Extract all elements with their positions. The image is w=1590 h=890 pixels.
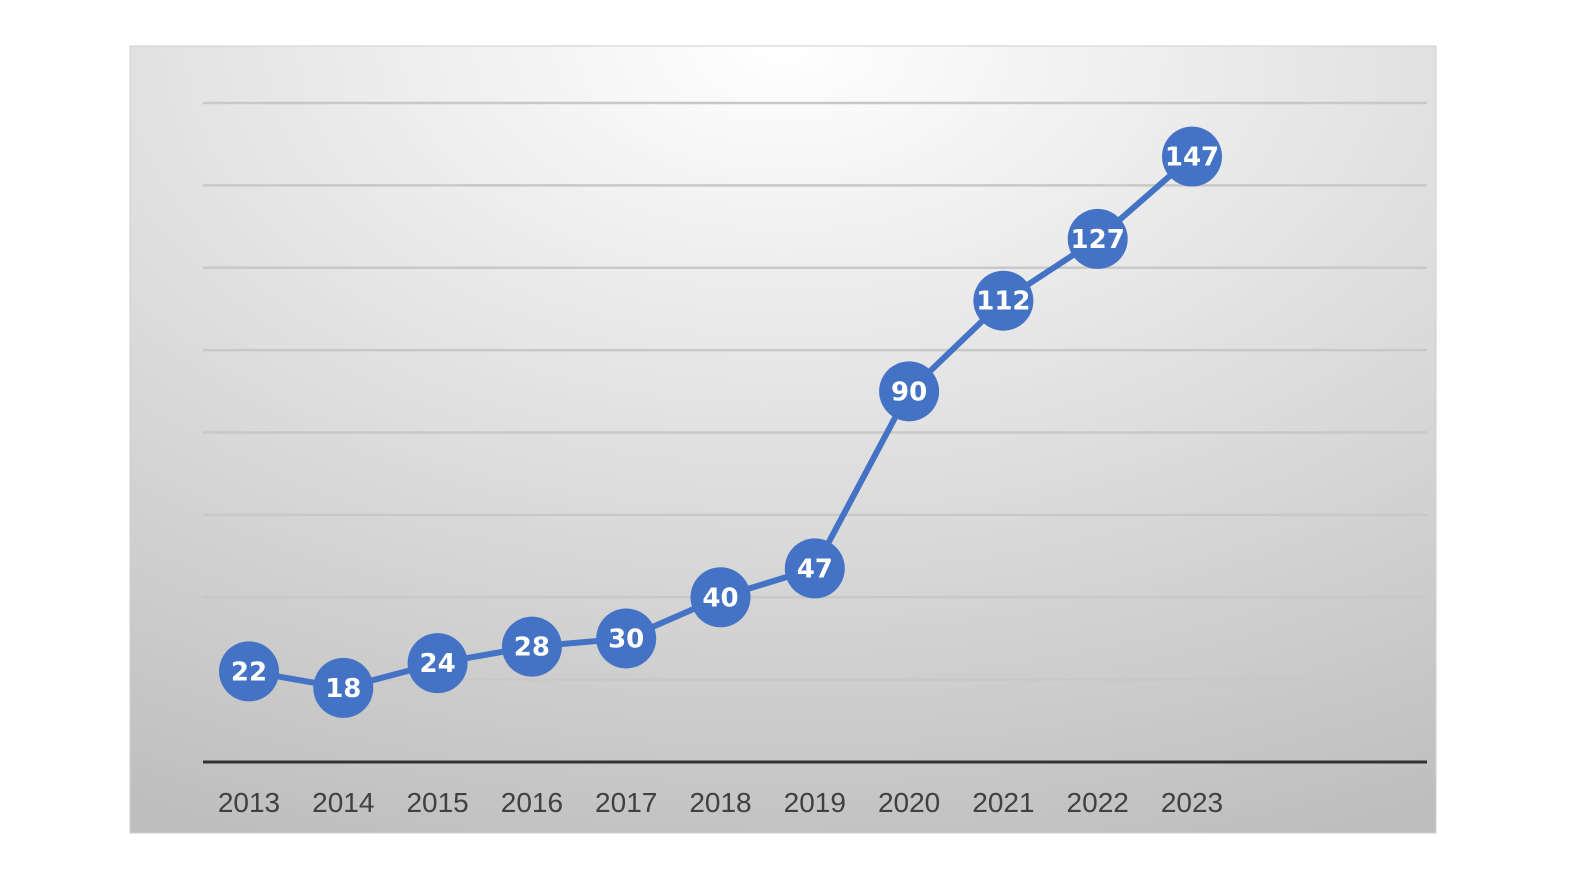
data-label: 22 (231, 657, 267, 687)
x-tick-labels: 2013 2014 2015 2016 2017 2018 2019 2020 2021 2022… (218, 787, 1223, 818)
data-markers: 22 18 24 28 30 40 47 90 112 127 147 (219, 126, 1222, 718)
data-label: 28 (514, 633, 550, 663)
x-tick-label: 2013 (218, 787, 280, 818)
data-point-marker (501, 616, 562, 677)
x-tick-label: 2018 (689, 787, 751, 818)
data-point-marker (879, 361, 940, 422)
x-tick-label: 2015 (406, 787, 468, 818)
data-point-marker (313, 657, 374, 718)
x-tick-label: 2019 (784, 787, 846, 818)
plot-background (129, 45, 1437, 834)
data-label: 147 (1165, 143, 1219, 173)
data-label: 112 (976, 287, 1030, 317)
data-label: 24 (420, 649, 456, 679)
data-label: 90 (891, 377, 927, 407)
data-point-marker (784, 538, 845, 599)
data-point-marker (407, 633, 468, 694)
data-label: 40 (702, 583, 738, 613)
x-tick-label: 2016 (501, 787, 563, 818)
x-tick-label: 2014 (312, 787, 374, 818)
gridlines (203, 101, 1427, 681)
data-label: 127 (1071, 225, 1125, 255)
x-tick-label: 2017 (595, 787, 657, 818)
data-point-marker (973, 270, 1034, 331)
data-point-marker (596, 608, 657, 669)
x-tick-label: 2022 (1067, 787, 1129, 818)
data-label: 47 (797, 554, 833, 584)
data-point-marker (219, 641, 279, 702)
data-point-marker (1067, 208, 1128, 269)
data-point-marker (690, 567, 751, 628)
x-tick-label: 2023 (1161, 787, 1223, 818)
x-tick-label: 2020 (878, 787, 940, 818)
data-label: 30 (608, 624, 644, 654)
data-label: 18 (325, 674, 361, 704)
data-point-marker (1162, 126, 1222, 187)
x-tick-label: 2021 (972, 787, 1034, 818)
